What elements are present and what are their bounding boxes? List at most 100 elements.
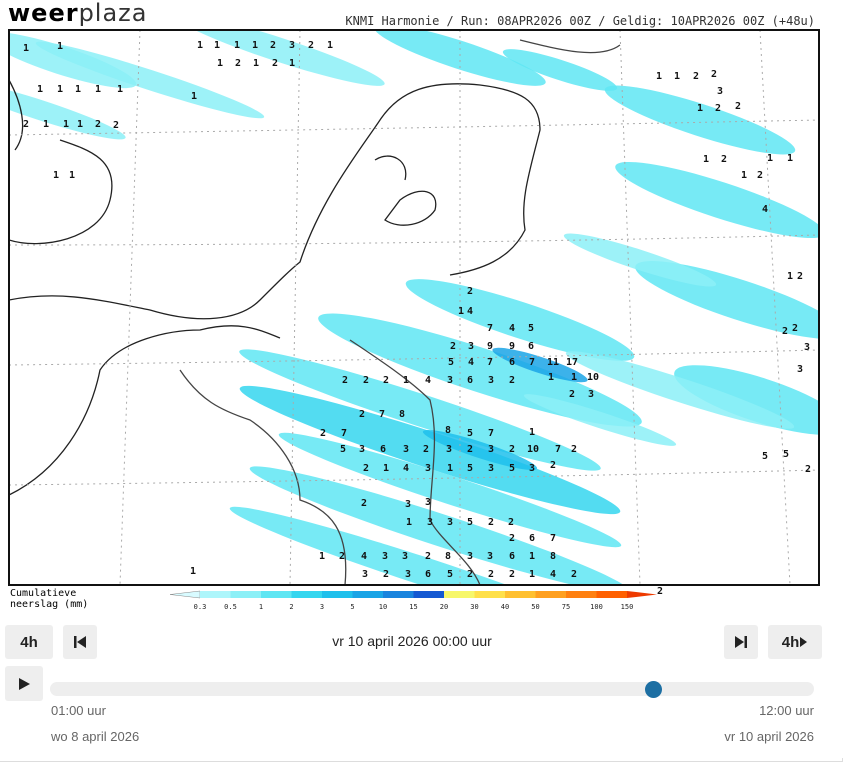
map-value: 5 xyxy=(467,463,473,474)
map-value: 7 xyxy=(379,409,385,420)
map-value: 8 xyxy=(445,551,451,562)
legend-title-1: Cumulatieve xyxy=(10,588,76,599)
map-value: 2 xyxy=(359,409,365,420)
legend-arrow xyxy=(169,590,201,599)
precip-band xyxy=(9,31,137,89)
legend-tick-label: 15 xyxy=(409,603,417,611)
precip-band xyxy=(565,351,795,429)
map-value: 1 xyxy=(57,84,63,95)
map-value: 2 xyxy=(782,326,788,337)
precip-band xyxy=(229,506,611,585)
map-value: 2 xyxy=(508,517,514,528)
model-info: KNMI Harmonie / Run: 08APR2026 00Z / Gel… xyxy=(345,14,815,28)
precip-band xyxy=(492,347,588,383)
legend-tick-label: 0.5 xyxy=(224,603,237,611)
map-value: 6 xyxy=(380,444,386,455)
map-value: 1 xyxy=(214,40,220,51)
map-value: 3 xyxy=(717,86,723,97)
map-value: 3 xyxy=(797,364,803,375)
map-value: 3 xyxy=(529,463,535,474)
icon xyxy=(19,677,30,690)
map-value: 1 xyxy=(529,569,535,580)
map-value: 2 xyxy=(797,271,803,282)
map-value: 5 xyxy=(448,357,454,368)
map-value: 4 xyxy=(762,204,768,215)
map-value: 17 xyxy=(566,357,578,368)
map-value: 6 xyxy=(529,533,535,544)
precip-band xyxy=(674,365,819,435)
map-value: 6 xyxy=(509,551,515,562)
map-value: 2 xyxy=(550,460,556,471)
map-value: 3 xyxy=(405,569,411,580)
precip-band xyxy=(563,233,717,287)
map-value: 1 xyxy=(95,84,101,95)
map-value: 1 xyxy=(697,103,703,114)
map-panel: weerplaza KNMI Harmonie / Run: 08APR2026… xyxy=(8,0,820,611)
map-value: 2 xyxy=(425,551,431,562)
map-value: 11 xyxy=(547,357,559,368)
map-value: 3 xyxy=(427,517,433,528)
map-value: 2 xyxy=(383,569,389,580)
end-date: vr 10 april 2026 xyxy=(724,729,814,744)
map-value: 1 xyxy=(529,427,535,438)
time-slider[interactable] xyxy=(50,682,814,696)
precip-band xyxy=(422,429,538,471)
map-value: 2 xyxy=(805,464,811,475)
map-value: 3 xyxy=(362,569,368,580)
step-forward-button[interactable]: 4h xyxy=(768,625,822,659)
map-value: 2 xyxy=(571,569,577,580)
step-back-button[interactable]: 4h xyxy=(5,625,53,659)
map-value: 1 xyxy=(53,170,59,181)
map-value: 3 xyxy=(359,444,365,455)
precip-band xyxy=(175,30,385,86)
map-value: 4 xyxy=(468,357,474,368)
map-value: 5 xyxy=(467,428,473,439)
map-value: 2 xyxy=(339,551,345,562)
map-value: 1 xyxy=(117,84,123,95)
map-value: 9 xyxy=(487,341,493,352)
map-value: 1 xyxy=(674,71,680,82)
map-value: 2 xyxy=(467,444,473,455)
map-value: 1 xyxy=(529,551,535,562)
legend-segment xyxy=(505,591,536,598)
map-value: 1 xyxy=(75,84,81,95)
map-value: 2 xyxy=(715,103,721,114)
map-value: 7 xyxy=(550,533,556,544)
map-value: 1 xyxy=(57,41,63,52)
map-value: 3 xyxy=(403,444,409,455)
map-value: 5 xyxy=(467,517,473,528)
to-end-button[interactable] xyxy=(724,625,758,659)
map-value: 2 xyxy=(342,375,348,386)
map-value: 6 xyxy=(528,341,534,352)
map-value: 1 xyxy=(656,71,662,82)
map-value: 7 xyxy=(555,444,561,455)
map-value: 1 xyxy=(787,153,793,164)
legend-segment xyxy=(352,591,383,598)
map-value: 1 xyxy=(77,119,83,130)
map-value: 1 xyxy=(787,271,793,282)
map-value: 3 xyxy=(402,551,408,562)
slider-thumb[interactable] xyxy=(645,681,662,698)
map-value: 4 xyxy=(403,463,409,474)
legend-segment xyxy=(200,591,231,598)
play-button[interactable] xyxy=(5,666,43,701)
map-value: 1 xyxy=(327,40,333,51)
map-value: 2 xyxy=(450,341,456,352)
map-value: 2 xyxy=(509,569,515,580)
map-value: 1 xyxy=(43,119,49,130)
map-value: 2 xyxy=(363,375,369,386)
map-value: 2 xyxy=(757,170,763,181)
to-start-button[interactable] xyxy=(63,625,97,659)
map-value: 1 xyxy=(69,170,75,181)
map-value: 1 xyxy=(253,58,259,69)
legend-arrow xyxy=(627,591,657,598)
legend-segment xyxy=(261,591,292,598)
map-value: 8 xyxy=(550,551,556,562)
map-value: 3 xyxy=(488,463,494,474)
precip-band xyxy=(502,49,618,91)
map-value: 2 xyxy=(467,569,473,580)
map-value: 2 xyxy=(383,375,389,386)
legend: 0.3 0.5 1 2 3 5 10 15 20 30 40 50 75 100 150 xyxy=(169,590,657,611)
map-value: 1 xyxy=(447,463,453,474)
